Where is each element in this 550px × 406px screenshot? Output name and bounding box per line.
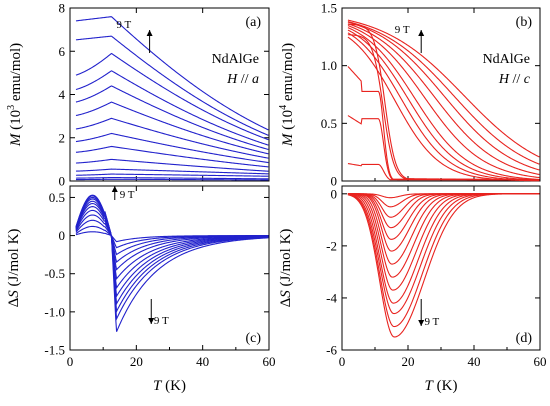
panel-label: (c) — [245, 331, 261, 346]
series-line-4T — [347, 27, 540, 180]
x-tick-label: 40 — [468, 354, 481, 369]
field-arrow-label: 9 T — [116, 19, 131, 31]
y-tick-label: -1.0 — [44, 304, 65, 319]
y-tick-label: 4 — [59, 87, 66, 102]
series-line-2T — [75, 158, 269, 172]
y-tick-label: 1.0 — [321, 58, 337, 73]
series-line-8T — [347, 21, 540, 165]
x-tick-label: 60 — [534, 354, 547, 369]
field-arrow-head — [146, 30, 153, 36]
series-group — [347, 19, 540, 182]
series-line-3.5T — [347, 29, 540, 181]
series-line-7T — [75, 85, 269, 150]
y-tick-label: 0 — [59, 228, 66, 243]
field-arrow-label: 9 T — [425, 316, 440, 328]
y-tick-label: 0 — [331, 174, 338, 189]
series-line-0.5T — [347, 115, 540, 181]
y-tick-label: -6 — [326, 343, 337, 358]
panel-b: 0 0.5 1.0 1.5 M (104 emu/mol) (b) NdAlGe H // c… — [278, 1, 541, 189]
series-line-6T — [75, 101, 269, 155]
field-direction-label: H // c — [498, 72, 531, 87]
y-axis-label: ΔS (J/mol K) — [278, 229, 294, 308]
y-tick-label: 2 — [59, 130, 66, 145]
series-line-9T — [347, 19, 540, 158]
series-line-9T — [75, 194, 269, 332]
series-line-8T — [75, 52, 269, 141]
field-direction-label: H // a — [226, 72, 259, 87]
x-tick-label: 20 — [130, 354, 143, 369]
material-label: NdAlGe — [212, 52, 259, 67]
y-axis-label: M (103 emu/mol) — [6, 43, 24, 147]
field-arrow-head — [418, 320, 425, 326]
material-label: NdAlGe — [483, 52, 530, 67]
y-tick-label: 8 — [59, 1, 66, 16]
series-line-3T — [347, 32, 540, 182]
x-axis-label: T (K) — [425, 378, 458, 394]
x-tick-label: 20 — [402, 354, 415, 369]
y-tick-label: -2 — [326, 238, 337, 253]
series-line-7T — [347, 21, 540, 171]
x-tick-label: 0 — [67, 354, 74, 369]
x-axis-label: T (K) — [153, 378, 186, 394]
y-tick-label: 0 — [59, 174, 66, 189]
field-arrow-head — [418, 30, 425, 36]
series-line-0.25T — [75, 178, 269, 181]
series-line-9T — [75, 16, 269, 131]
x-tick-label: 0 — [339, 354, 346, 369]
y-tick-label: -0.5 — [44, 266, 65, 281]
series-line-5T — [75, 117, 269, 159]
series-line-0.5T — [75, 176, 269, 180]
y-tick-label: 0.5 — [321, 116, 337, 131]
series-group — [75, 16, 269, 181]
series-line-4T — [75, 132, 269, 164]
panel-c: 0 20 40 60 -1.5 -1.0 -0.5 0 0.5 ΔS (J/mol K) T (K)… — [6, 185, 276, 394]
series-line-7.5T — [75, 70, 269, 146]
series-line-8.5T — [75, 35, 269, 136]
field-arrow-down-head — [148, 318, 155, 324]
x-tick-label: 40 — [196, 354, 209, 369]
series-line-1.5T — [75, 168, 269, 175]
series-line-3T — [75, 145, 269, 168]
panel-d: 0 20 40 60 -6 -4 -2 0 ΔS (J/mol K) T (K) (d) 9 T — [278, 185, 547, 394]
panel-label: (a) — [245, 15, 261, 30]
plot-frame — [69, 185, 270, 351]
panel-label: (d) — [516, 331, 533, 346]
series-line-5T — [347, 25, 540, 179]
y-axis-label: M (104 emu/mol) — [278, 43, 296, 147]
x-tick-label: 60 — [263, 354, 276, 369]
series-line-6T — [347, 23, 540, 176]
series-group — [347, 193, 540, 338]
series-line-2.5T — [347, 36, 540, 182]
field-arrow-down-label: 9 T — [154, 315, 169, 327]
field-arrow-up-label: 9 T — [120, 189, 135, 201]
series-line-8T — [75, 196, 269, 314]
y-tick-label: 0.5 — [49, 190, 65, 205]
series-line-1T — [75, 173, 269, 177]
y-tick-label: 6 — [59, 44, 66, 59]
panel-a: 0 2 4 6 8 M (103 emu/mol) (a) NdAlGe H // a 9 T — [6, 1, 270, 189]
panel-label: (b) — [516, 15, 533, 30]
y-tick-label: 1.5 — [321, 1, 337, 16]
y-tick-label: -4 — [326, 290, 337, 305]
field-arrow-label: 9 T — [395, 24, 410, 36]
series-line-9T — [347, 193, 540, 338]
y-axis-label: ΔS (J/mol K) — [6, 229, 22, 308]
field-arrow-up-head — [111, 186, 118, 192]
y-tick-label: -1.5 — [44, 343, 65, 358]
y-tick-label: 0 — [331, 186, 338, 201]
series-group — [75, 194, 269, 332]
